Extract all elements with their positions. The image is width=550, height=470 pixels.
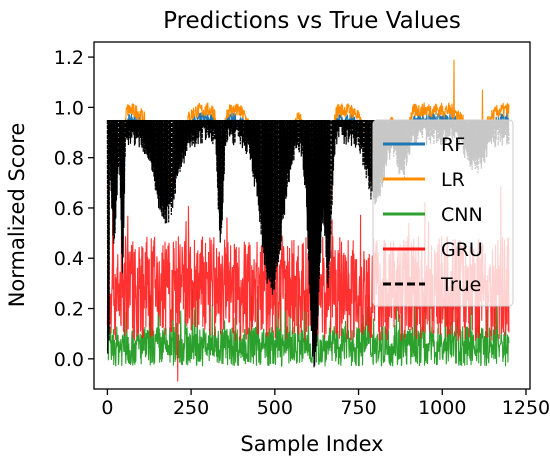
chart-title: Predictions vs True Values bbox=[163, 8, 461, 34]
x-axis: 0 250 500 750 1000 1250 bbox=[101, 389, 550, 419]
y-axis-title: Normalized Score bbox=[5, 123, 29, 308]
legend-box bbox=[372, 119, 514, 307]
x-tick-label: 500 bbox=[257, 397, 293, 419]
legend-label-true: True bbox=[440, 274, 481, 296]
x-tick-label: 0 bbox=[101, 397, 113, 419]
legend-label-gru: GRU bbox=[441, 239, 483, 261]
y-tick-label: 1.0 bbox=[54, 97, 84, 119]
x-tick-label: 250 bbox=[173, 397, 209, 419]
series-line-cnn bbox=[106, 289, 510, 368]
legend-label-lr: LR bbox=[441, 169, 465, 191]
x-tick-label: 1250 bbox=[502, 397, 550, 419]
x-tick-label: 750 bbox=[340, 397, 376, 419]
x-tick-label: 1000 bbox=[418, 397, 466, 419]
y-tick-label: 0.6 bbox=[54, 198, 84, 220]
y-tick-label: 0.4 bbox=[54, 248, 84, 270]
legend-label-cnn: CNN bbox=[441, 204, 483, 226]
plot-frame bbox=[93, 41, 531, 390]
legend-label-rf: RF bbox=[441, 134, 465, 156]
y-tick-label: 1.2 bbox=[54, 47, 84, 69]
y-axis: 0.0 0.2 0.4 0.6 0.8 1.0 1.2 bbox=[54, 47, 94, 371]
x-axis-title: Sample Index bbox=[240, 432, 383, 456]
y-tick-label: 0.2 bbox=[54, 299, 84, 321]
legend: RF LR CNN GRU True bbox=[372, 119, 514, 307]
y-tick-label: 0.0 bbox=[54, 349, 84, 371]
y-tick-label: 0.8 bbox=[54, 148, 84, 170]
